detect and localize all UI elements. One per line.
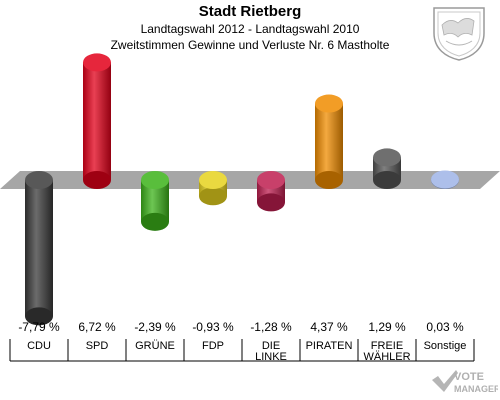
value-label: -7,79 % bbox=[18, 320, 60, 334]
bar-bottom-cap bbox=[373, 171, 401, 189]
category-label: GRÜNE bbox=[135, 340, 175, 352]
bar-piraten bbox=[315, 94, 343, 189]
baseline-band bbox=[0, 171, 500, 189]
value-label: -0,93 % bbox=[192, 320, 234, 334]
chart-title: Stadt Rietberg bbox=[198, 3, 302, 20]
value-label: -2,39 % bbox=[134, 320, 176, 334]
bar-bottom-cap bbox=[315, 171, 343, 189]
bar-freie-wähler bbox=[373, 148, 401, 189]
bar-bottom-cap bbox=[141, 212, 169, 231]
category-label: DIE bbox=[262, 340, 280, 352]
bar-top-cap bbox=[83, 53, 111, 72]
chart-subtitle: Landtagswahl 2012 - Landtagswahl 2010 bbox=[140, 22, 360, 36]
bar-top-cap bbox=[315, 94, 343, 113]
bar-fdp bbox=[199, 171, 227, 206]
category-label: Sonstige bbox=[424, 340, 467, 352]
value-label: -1,28 % bbox=[250, 320, 292, 334]
value-label: 0,03 % bbox=[426, 320, 464, 334]
value-label: 4,37 % bbox=[310, 320, 348, 334]
bar-bottom-cap bbox=[25, 307, 53, 326]
bar-body bbox=[315, 103, 343, 180]
bar-bottom-cap bbox=[199, 187, 227, 206]
value-label: 6,72 % bbox=[78, 320, 116, 334]
category-label: PIRATEN bbox=[306, 340, 353, 352]
bar-top-cap bbox=[257, 171, 285, 189]
category-label: CDU bbox=[27, 340, 51, 352]
bar-body bbox=[25, 180, 53, 317]
category-label: FREIE bbox=[371, 340, 403, 352]
bar-top-cap bbox=[25, 171, 53, 189]
bar-spd bbox=[83, 53, 111, 189]
bar-cdu bbox=[25, 171, 53, 326]
category-label: LINKE bbox=[255, 351, 287, 363]
bar-top-cap bbox=[431, 170, 459, 189]
vote-manager-watermark: VOTE MANAGER bbox=[432, 370, 498, 394]
bar-die-linke bbox=[257, 171, 285, 212]
category-label: SPD bbox=[86, 340, 109, 352]
chart-caption: Zweitstimmen Gewinne und Verluste Nr. 6 … bbox=[110, 38, 390, 52]
bar-top-cap bbox=[141, 171, 169, 189]
bar-body bbox=[83, 62, 111, 180]
checkmark-icon bbox=[432, 370, 458, 392]
bar-bottom-cap bbox=[83, 171, 111, 189]
value-label: 1,29 % bbox=[368, 320, 406, 334]
coat-of-arms-icon bbox=[433, 7, 485, 61]
watermark-manager: MANAGER bbox=[454, 384, 498, 394]
category-label: FDP bbox=[202, 340, 224, 352]
watermark-vote: VOTE bbox=[454, 371, 484, 383]
category-label: WÄHLER bbox=[363, 351, 410, 363]
bar-sonstige bbox=[431, 170, 459, 189]
bar-top-cap bbox=[373, 148, 401, 167]
bar-top-cap bbox=[199, 171, 227, 189]
bar-bottom-cap bbox=[257, 193, 285, 212]
bar-grüne bbox=[141, 171, 169, 231]
